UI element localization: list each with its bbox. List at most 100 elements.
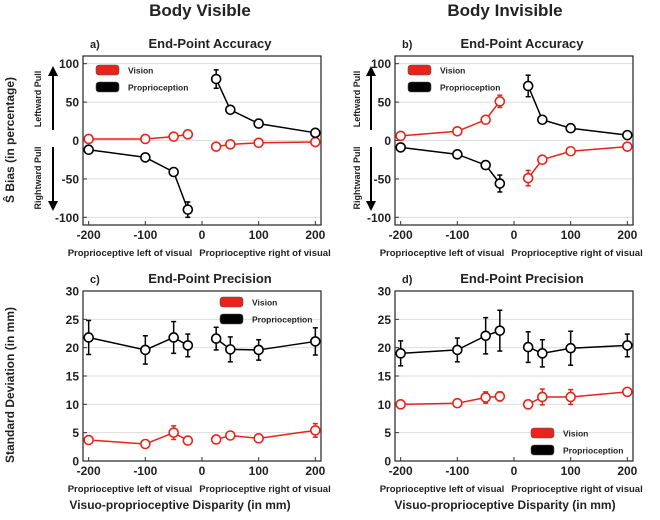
x-tick-label: -100 [133, 464, 157, 478]
y-tick-label: 5 [384, 426, 391, 440]
y-tick-label: 30 [378, 285, 392, 299]
y-tick-label: 50 [66, 96, 80, 110]
series-line [88, 133, 188, 140]
data-point [494, 325, 506, 336]
y-tick-label: 15 [66, 370, 80, 384]
legend-label: Proprioception [128, 83, 188, 93]
series-line [88, 431, 189, 445]
down-arrow-icon [366, 147, 376, 211]
data-point [168, 131, 179, 142]
data-point [452, 344, 463, 356]
data-point [622, 386, 633, 398]
series-vision [395, 94, 633, 187]
data-point [310, 425, 321, 436]
data-point [210, 434, 222, 445]
legend-label: Vision [563, 429, 588, 439]
data-point [83, 144, 94, 156]
x-tick-label: 0 [511, 228, 518, 242]
panel-a: -100 -50 0 50 100 -200 -100 0 100 200 End-Point Ac… [33, 36, 331, 259]
legend-swatch [407, 81, 432, 93]
series-line [527, 145, 628, 179]
data-point [494, 96, 506, 107]
data-point [494, 178, 506, 189]
x-tick-label: 200 [305, 228, 325, 242]
y-tick-label: -100 [55, 211, 79, 225]
data-point [452, 149, 463, 160]
legend-swatch [219, 313, 244, 325]
panel-letter: c) [90, 274, 100, 286]
x-tick-label: 0 [199, 464, 206, 478]
data-point [395, 348, 406, 359]
data-point [182, 129, 194, 140]
legend: Vision Proprioception [219, 296, 312, 325]
data-point [537, 114, 548, 126]
legend: Vision Proprioception [95, 64, 188, 93]
x-tick-label: -200 [389, 228, 413, 242]
data-point [83, 332, 94, 343]
leftward-pull-label: Leftward Pull [33, 71, 43, 128]
data-point [537, 391, 548, 403]
sublabel-left: Proprioceptive left of visual [380, 484, 505, 495]
data-point [210, 333, 222, 344]
y-tick-label: 0 [384, 134, 391, 148]
up-arrow-icon [366, 66, 376, 130]
sublabel-right: Proprioceptive right of visual [511, 248, 642, 259]
sublabel-right: Proprioceptive right of visual [199, 248, 330, 259]
data-point [452, 125, 463, 137]
y-tick-label: -50 [62, 172, 80, 186]
data-point [225, 344, 236, 355]
data-point [480, 392, 491, 403]
series-line [215, 78, 316, 134]
column-title-visible: Body Visible [149, 1, 251, 20]
x-tick-label: -100 [133, 228, 157, 242]
data-point [622, 129, 633, 141]
data-point [310, 136, 321, 148]
data-point [395, 142, 406, 153]
panel-letter: a) [90, 39, 100, 51]
legend-label: Proprioception [440, 83, 500, 93]
sublabel-left: Proprioceptive left of visual [68, 484, 193, 495]
data-point [310, 127, 321, 139]
series-line [400, 395, 500, 406]
series-vision [83, 129, 321, 152]
data-point [168, 427, 179, 438]
x-tick-label: 200 [617, 464, 637, 478]
x-tick-label: 0 [511, 464, 518, 478]
y-tick-label: 50 [378, 96, 392, 110]
data-point [522, 341, 534, 353]
data-point [622, 141, 633, 152]
x-tick-label: 100 [249, 228, 269, 242]
legend-swatch [95, 81, 120, 93]
data-point [182, 340, 194, 351]
data-point [253, 118, 264, 129]
panel-title: End-Point Accuracy [148, 36, 272, 51]
y-tick-label: 15 [378, 370, 392, 384]
legend-swatch [530, 427, 555, 439]
series-line [400, 100, 501, 137]
data-point [565, 122, 576, 134]
legend-label: Vision [252, 298, 277, 308]
data-point [537, 348, 548, 359]
x-tick-label: 100 [561, 228, 581, 242]
y-tick-label: 25 [378, 313, 392, 327]
legend-swatch [530, 444, 555, 456]
data-point [565, 342, 576, 354]
panel-b: -100 -50 0 50 100 -200 -100 0 100 200 End-Point Ac… [352, 36, 643, 259]
panel-title: End-Point Accuracy [460, 36, 584, 51]
column-title-invisible: Body Invisible [447, 1, 562, 20]
series-line [215, 338, 316, 351]
data-point [480, 114, 491, 126]
y-tick-label: -100 [367, 211, 391, 225]
x-tick-label: -100 [445, 464, 469, 478]
data-point [522, 80, 534, 92]
data-point [225, 139, 236, 150]
rightward-pull-label: Rightward Pull [352, 147, 362, 210]
up-arrow-icon [48, 66, 58, 130]
data-point [182, 435, 194, 446]
data-point [210, 141, 222, 152]
x-axis-label-right: Visuo-proprioceptive Disparity (in mm) [394, 498, 615, 512]
data-point [253, 344, 264, 356]
x-tick-label: 100 [249, 464, 269, 478]
panel-c: 0 5 10 15 20 25 30 -200 -100 0 100 200 End-Point Pre… [66, 271, 331, 495]
leftward-pull-label: Leftward Pull [352, 71, 362, 128]
